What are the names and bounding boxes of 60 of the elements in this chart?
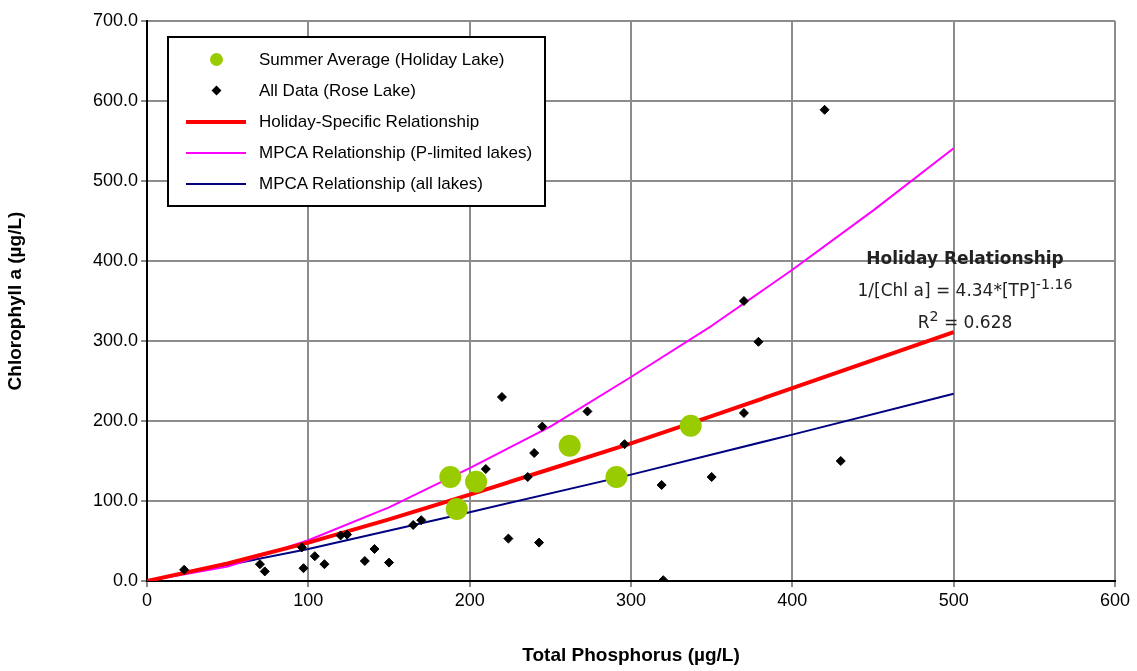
point	[369, 544, 380, 554]
x-tick-label: 100	[293, 589, 324, 610]
x-tick-label: 0	[141, 589, 153, 610]
point	[522, 472, 533, 482]
point	[605, 466, 628, 488]
point	[439, 466, 462, 488]
legend-label: MPCA Relationship (P-limited lakes)	[259, 142, 533, 164]
point	[835, 456, 846, 466]
point	[342, 529, 353, 540]
annotation: R$^{2}$ = 0.628	[916, 306, 1014, 334]
legend-label: Summer Average (Holiday Lake)	[259, 49, 505, 71]
y-tick-label: 500.0	[92, 169, 138, 190]
point	[309, 551, 320, 562]
point	[465, 470, 488, 493]
y-tick-label: 0.0	[112, 569, 138, 590]
y-tick-label: 400.0	[92, 249, 138, 270]
y-tick-label: 100.0	[92, 489, 138, 510]
annotation: Holiday Relationship	[865, 247, 1065, 270]
point	[259, 566, 270, 577]
point	[619, 439, 630, 450]
point	[529, 448, 540, 458]
x-tick-label: 300	[615, 589, 647, 610]
point	[558, 434, 581, 457]
y-tick-label: 200.0	[92, 409, 138, 430]
point	[254, 559, 265, 570]
point	[416, 515, 427, 526]
x-tick-label: 600	[1099, 589, 1131, 610]
y-tick-label: 300.0	[92, 329, 138, 350]
annotation: 1/[Chl a] = 4.34*[TP]$^{-1.16}$	[856, 275, 1074, 302]
point	[179, 564, 190, 575]
y-tick-label: 600.0	[92, 89, 138, 110]
point	[384, 557, 394, 568]
x-axis-title: Total Phosphorus (µg/L)	[522, 643, 740, 665]
x-tick-label: 400	[777, 589, 808, 610]
y-axis-title: Chlorophyll a (µg/L)	[3, 211, 25, 391]
point	[298, 563, 309, 574]
point	[480, 464, 491, 474]
point	[408, 520, 419, 530]
point	[496, 392, 507, 402]
point	[753, 336, 764, 347]
point	[296, 542, 307, 553]
legend-label: Holiday-Specific Relationship	[259, 111, 480, 133]
x-tick-label: 200	[454, 589, 485, 610]
legend-label: MPCA Relationship (all lakes)	[259, 173, 483, 195]
point	[359, 556, 370, 566]
y-tick-label: 700.0	[92, 9, 138, 30]
point	[582, 406, 593, 417]
point	[738, 296, 749, 306]
legend-label: All Data (Rose Lake)	[259, 80, 416, 102]
point	[679, 414, 702, 437]
point	[503, 533, 514, 544]
point	[445, 498, 468, 520]
point	[319, 559, 330, 570]
point	[738, 408, 749, 418]
point	[819, 104, 830, 115]
point	[656, 480, 667, 490]
point	[706, 472, 717, 482]
point	[537, 421, 548, 432]
point	[534, 537, 545, 548]
x-tick-label: 500	[938, 589, 969, 610]
